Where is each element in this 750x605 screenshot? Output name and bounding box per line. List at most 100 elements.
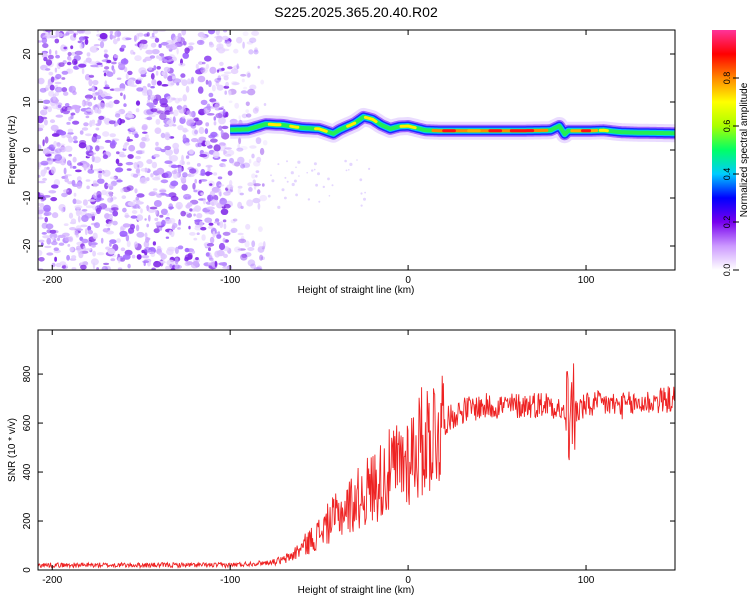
noise-blob xyxy=(189,168,196,173)
noise-blob xyxy=(214,116,217,121)
noise-blob xyxy=(134,162,138,169)
figure-title: S225.2025.365.20.40.R02 xyxy=(274,4,438,20)
noise-blob xyxy=(207,195,213,202)
noise-blob xyxy=(76,182,82,189)
noise-blob xyxy=(224,72,232,75)
noise-blob xyxy=(37,175,41,178)
noise-blob xyxy=(55,50,57,55)
noise-blob xyxy=(127,241,131,248)
noise-blob xyxy=(67,62,72,66)
noise-blob xyxy=(104,54,109,58)
noise-blob xyxy=(65,146,73,152)
noise-blob xyxy=(151,73,155,80)
noise-blob xyxy=(116,180,123,183)
noise-blob xyxy=(127,168,132,171)
noise-blob xyxy=(111,207,119,211)
noise-blob xyxy=(116,151,120,154)
noise-blob xyxy=(225,154,232,157)
noise-blob xyxy=(224,223,227,229)
noise-blob xyxy=(201,100,208,105)
noise-blob xyxy=(159,215,163,218)
noise-blob xyxy=(226,41,231,47)
noise-blob xyxy=(42,139,44,146)
spectrogram-x-tick-label: -200 xyxy=(42,275,62,286)
noise-blob xyxy=(44,119,48,125)
noise-blob xyxy=(189,249,193,252)
noise-blob xyxy=(209,223,214,226)
noise-blob xyxy=(49,190,52,193)
noise-blob xyxy=(102,266,108,273)
noise-blob xyxy=(146,102,154,106)
noise-blob xyxy=(73,136,78,140)
noise-blob xyxy=(134,241,138,247)
noise-blob xyxy=(55,82,62,85)
noise-blob xyxy=(236,37,242,44)
noise-blob xyxy=(50,85,55,91)
ridge-hot-segment xyxy=(291,126,298,127)
noise-blob xyxy=(205,172,213,176)
noise-blob xyxy=(167,247,175,252)
noise-blob xyxy=(38,257,44,262)
noise-blob xyxy=(119,154,126,157)
noise-blob xyxy=(107,197,113,203)
noise-blob xyxy=(242,42,245,49)
noise-dot xyxy=(282,188,285,191)
noise-blob xyxy=(194,179,197,184)
noise-blob xyxy=(110,258,115,261)
noise-blob xyxy=(158,252,164,255)
noise-blob xyxy=(151,108,158,112)
snr-y-tick-label: 400 xyxy=(22,463,33,480)
noise-blob xyxy=(122,195,127,199)
noise-dot xyxy=(270,174,272,176)
spectrogram-x-tick-label: -100 xyxy=(220,275,240,286)
noise-blob xyxy=(212,202,215,206)
noise-blob xyxy=(152,162,157,169)
noise-blob xyxy=(43,105,46,108)
noise-blob xyxy=(214,78,221,83)
noise-blob xyxy=(221,209,229,215)
noise-blob xyxy=(70,222,76,225)
noise-blob xyxy=(137,77,143,80)
noise-dot xyxy=(294,180,297,183)
noise-blob xyxy=(66,122,70,125)
noise-blob xyxy=(155,146,160,150)
noise-dot xyxy=(315,184,318,187)
colorbar-tick-label: 0.0 xyxy=(722,264,732,277)
noise-blob xyxy=(44,217,48,223)
noise-blob xyxy=(104,73,107,77)
colorbar-gradient xyxy=(712,30,736,270)
noise-blob xyxy=(69,227,76,230)
noise-blob xyxy=(67,244,70,247)
noise-blob xyxy=(174,265,182,269)
colorbar-tick-label: 0.2 xyxy=(722,216,732,229)
noise-blob xyxy=(85,228,88,235)
snr-plot-area xyxy=(38,363,675,567)
noise-dot xyxy=(368,168,370,170)
noise-blob xyxy=(146,177,150,181)
noise-dot xyxy=(314,162,317,165)
noise-blob xyxy=(50,119,55,123)
noise-blob xyxy=(198,143,202,148)
spectrogram-plot-area xyxy=(35,27,675,273)
spectrogram-y-axis-label: Frequency (Hz) xyxy=(7,116,18,185)
noise-blob xyxy=(36,250,43,256)
noise-blob xyxy=(142,255,150,258)
noise-blob xyxy=(117,78,122,80)
noise-blob xyxy=(153,154,159,158)
noise-blob xyxy=(173,78,181,83)
noise-blob xyxy=(59,243,65,246)
noise-blob xyxy=(176,202,183,209)
noise-blob xyxy=(58,105,62,109)
noise-dot xyxy=(314,169,316,171)
noise-blob xyxy=(243,31,249,36)
noise-blob xyxy=(155,142,159,146)
noise-blob xyxy=(94,44,100,46)
noise-blob xyxy=(172,124,176,126)
noise-blob xyxy=(219,221,223,228)
noise-blob xyxy=(156,119,161,125)
noise-blob xyxy=(80,265,87,270)
noise-blob xyxy=(245,109,249,113)
noise-dot xyxy=(346,170,348,172)
noise-blob xyxy=(78,215,81,222)
noise-blob xyxy=(80,44,84,49)
